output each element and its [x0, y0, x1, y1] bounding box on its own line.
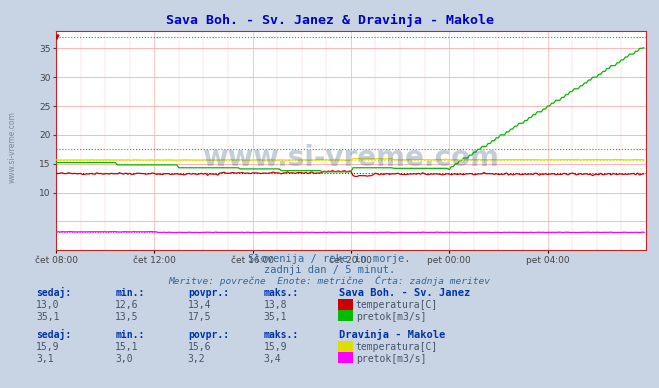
Text: 3,4: 3,4: [264, 353, 281, 364]
Text: www.si-vreme.com: www.si-vreme.com: [202, 144, 500, 172]
Text: maks.:: maks.:: [264, 288, 299, 298]
Text: 13,8: 13,8: [264, 300, 287, 310]
Text: min.:: min.:: [115, 329, 145, 340]
Text: sedaj:: sedaj:: [36, 287, 71, 298]
Text: Dravinja - Makole: Dravinja - Makole: [339, 329, 445, 340]
Text: Meritve: povrečne  Enote: metrične  Črta: zadnja meritev: Meritve: povrečne Enote: metrične Črta: …: [169, 275, 490, 286]
Text: Sava Boh. - Sv. Janez: Sava Boh. - Sv. Janez: [339, 288, 471, 298]
Text: pretok[m3/s]: pretok[m3/s]: [356, 353, 426, 364]
Text: 17,5: 17,5: [188, 312, 212, 322]
Text: sedaj:: sedaj:: [36, 329, 71, 340]
Text: 35,1: 35,1: [36, 312, 60, 322]
Text: povpr.:: povpr.:: [188, 329, 229, 340]
Text: 15,6: 15,6: [188, 342, 212, 352]
Text: 35,1: 35,1: [264, 312, 287, 322]
Text: www.si-vreme.com: www.si-vreme.com: [7, 111, 16, 184]
Text: min.:: min.:: [115, 288, 145, 298]
Text: 3,1: 3,1: [36, 353, 54, 364]
Text: maks.:: maks.:: [264, 329, 299, 340]
Text: 13,5: 13,5: [115, 312, 139, 322]
Text: 15,1: 15,1: [115, 342, 139, 352]
Text: Slovenija / reke in morje.: Slovenija / reke in morje.: [248, 254, 411, 264]
Text: 15,9: 15,9: [36, 342, 60, 352]
Text: temperatura[C]: temperatura[C]: [356, 342, 438, 352]
Text: 13,4: 13,4: [188, 300, 212, 310]
Text: 12,6: 12,6: [115, 300, 139, 310]
Text: povpr.:: povpr.:: [188, 288, 229, 298]
Text: 13,0: 13,0: [36, 300, 60, 310]
Text: 3,2: 3,2: [188, 353, 206, 364]
Text: 15,9: 15,9: [264, 342, 287, 352]
Text: 3,0: 3,0: [115, 353, 133, 364]
Text: temperatura[C]: temperatura[C]: [356, 300, 438, 310]
Text: pretok[m3/s]: pretok[m3/s]: [356, 312, 426, 322]
Text: Sava Boh. - Sv. Janez & Dravinja - Makole: Sava Boh. - Sv. Janez & Dravinja - Makol…: [165, 14, 494, 27]
Text: zadnji dan / 5 minut.: zadnji dan / 5 minut.: [264, 265, 395, 275]
